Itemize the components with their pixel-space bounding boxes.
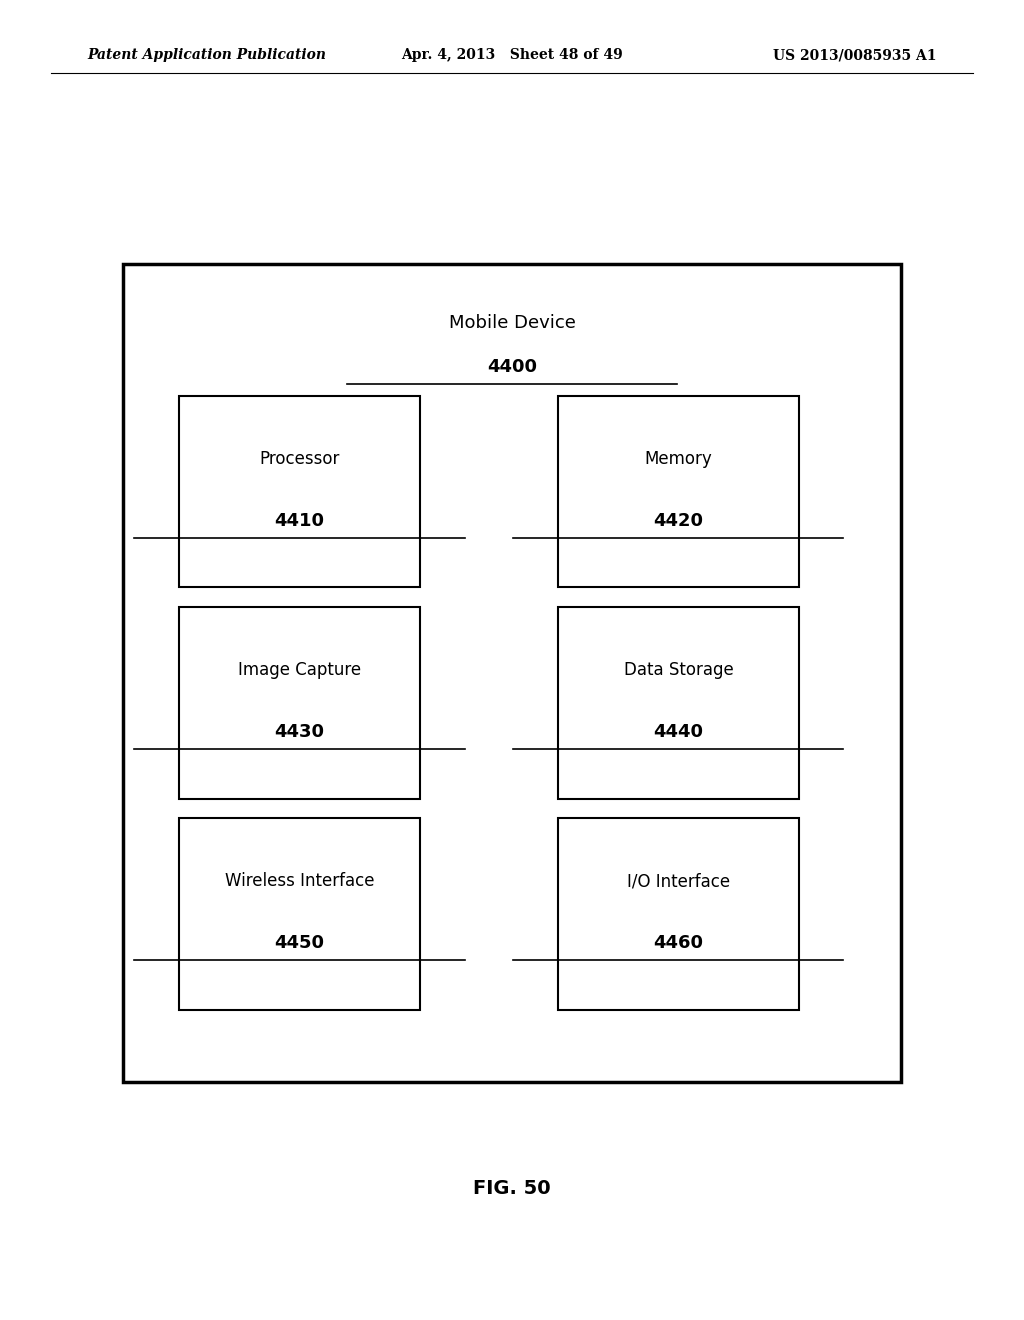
Text: 4440: 4440 bbox=[653, 723, 703, 741]
Text: Patent Application Publication: Patent Application Publication bbox=[87, 49, 326, 62]
Text: Data Storage: Data Storage bbox=[624, 661, 733, 678]
FancyBboxPatch shape bbox=[123, 264, 901, 1082]
Text: FIG. 50: FIG. 50 bbox=[473, 1179, 551, 1197]
Text: Memory: Memory bbox=[644, 450, 713, 467]
Text: 4420: 4420 bbox=[653, 512, 703, 529]
Text: Image Capture: Image Capture bbox=[238, 661, 361, 678]
FancyBboxPatch shape bbox=[179, 396, 420, 587]
Text: Apr. 4, 2013   Sheet 48 of 49: Apr. 4, 2013 Sheet 48 of 49 bbox=[401, 49, 623, 62]
Text: Wireless Interface: Wireless Interface bbox=[225, 873, 374, 890]
Text: 4450: 4450 bbox=[274, 935, 325, 952]
FancyBboxPatch shape bbox=[558, 396, 799, 587]
Text: 4460: 4460 bbox=[653, 935, 703, 952]
Text: Processor: Processor bbox=[259, 450, 340, 467]
FancyBboxPatch shape bbox=[179, 818, 420, 1010]
FancyBboxPatch shape bbox=[558, 818, 799, 1010]
Text: I/O Interface: I/O Interface bbox=[627, 873, 730, 890]
Text: 4410: 4410 bbox=[274, 512, 325, 529]
Text: Mobile Device: Mobile Device bbox=[449, 314, 575, 333]
Text: 4430: 4430 bbox=[274, 723, 325, 741]
FancyBboxPatch shape bbox=[179, 607, 420, 799]
FancyBboxPatch shape bbox=[558, 607, 799, 799]
Text: 4400: 4400 bbox=[487, 358, 537, 376]
Text: US 2013/0085935 A1: US 2013/0085935 A1 bbox=[773, 49, 937, 62]
